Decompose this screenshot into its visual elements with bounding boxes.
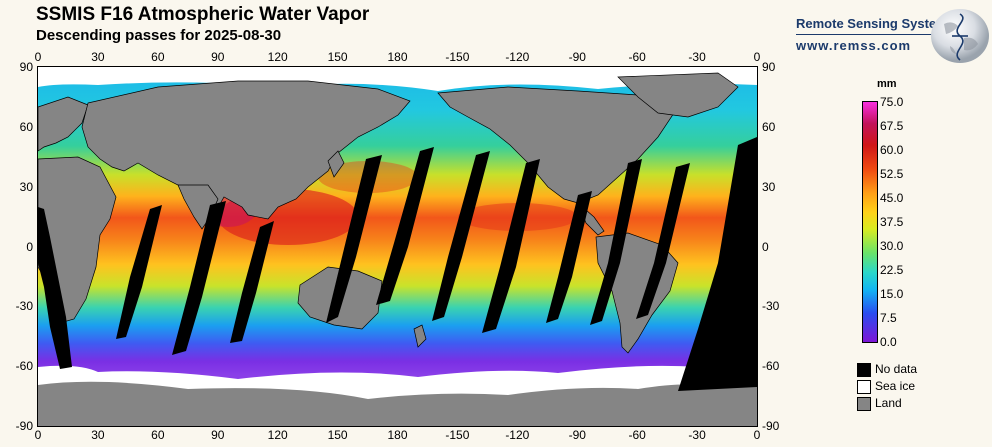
- no-data-swath: [38, 207, 72, 369]
- lat-tick-left: 90: [19, 60, 33, 74]
- lat-tick-left: 60: [19, 119, 33, 134]
- colorbar-tick-label: 67.5: [880, 119, 904, 133]
- new-zealand-land: [413, 324, 427, 348]
- legend-label: Land: [875, 396, 902, 410]
- colorbar-unit: mm: [877, 78, 897, 90]
- no-data-swath: [678, 137, 757, 391]
- colorbar-tick-label: 52.5: [880, 167, 904, 181]
- lon-tick-bottom: 90: [211, 428, 225, 442]
- no-data-swath: [376, 147, 434, 305]
- lat-tick-left: 30: [19, 179, 33, 194]
- lat-tick-right: -30: [762, 299, 780, 314]
- lon-tick-bottom: 60: [151, 428, 165, 442]
- colorbar: [862, 101, 878, 343]
- colorbar-tick-label: 75.0: [880, 95, 904, 109]
- no-data-swath: [230, 221, 274, 343]
- lat-tick-left: -30: [15, 299, 33, 314]
- lon-tick-top: -60: [628, 50, 646, 64]
- lon-tick-bottom: -30: [688, 428, 706, 442]
- lon-tick-top: 180: [387, 50, 408, 64]
- lon-tick-top: -30: [688, 50, 706, 64]
- europe-land: [38, 96, 89, 152]
- no-data-swath: [116, 205, 162, 339]
- lon-tick-bottom: 0: [34, 428, 42, 442]
- legend-swatch: [857, 380, 871, 394]
- lat-tick-right: -60: [762, 359, 780, 374]
- water-vapor-map: [37, 66, 758, 427]
- no-data-swath: [590, 159, 642, 325]
- colorbar-tick-label: 7.5: [880, 311, 897, 325]
- brand-url: www.remss.com: [796, 38, 912, 53]
- globe-icon: [930, 8, 990, 64]
- lon-tick-bottom: -90: [568, 428, 586, 442]
- lon-tick-bottom: -60: [628, 428, 646, 442]
- lat-tick-right: 60: [762, 119, 776, 134]
- lon-tick-top: -150: [445, 50, 470, 64]
- lon-tick-bottom: 120: [267, 428, 288, 442]
- no-data-swath: [326, 155, 382, 323]
- lat-tick-right: 90: [762, 60, 776, 74]
- legend-label: Sea ice: [875, 379, 916, 393]
- lat-tick-right: 30: [762, 179, 776, 194]
- colorbar-tick-label: 22.5: [880, 263, 904, 277]
- lon-tick-bottom: 0: [753, 428, 761, 442]
- colorbar-tick-label: 60.0: [880, 143, 904, 157]
- lat-tick-right: -90: [762, 419, 780, 433]
- lon-tick-bottom: -150: [445, 428, 470, 442]
- lon-tick-bottom: 180: [387, 428, 408, 442]
- map-subtitle: Descending passes for 2025-08-30: [36, 27, 282, 44]
- legend-swatch: [857, 363, 871, 377]
- greenland-land: [617, 72, 739, 118]
- lon-tick-top: -120: [505, 50, 530, 64]
- no-data-swath: [482, 159, 540, 333]
- colorbar-tick-label: 30.0: [880, 239, 904, 253]
- lon-tick-bottom: 150: [327, 428, 348, 442]
- lon-tick-top: 30: [91, 50, 105, 64]
- colorbar-tick-label: 37.5: [880, 215, 904, 229]
- legend-label: No data: [875, 362, 918, 376]
- lon-tick-top: 0: [753, 50, 761, 64]
- no-data-swath: [546, 191, 592, 323]
- brand-name: Remote Sensing Systems: [796, 16, 955, 31]
- antarctica-land: [38, 381, 757, 426]
- lon-tick-top: 150: [327, 50, 348, 64]
- map-title: SSMIS F16 Atmospheric Water Vapor: [36, 4, 370, 25]
- lat-tick-left: -60: [15, 359, 33, 374]
- lon-tick-top: 60: [151, 50, 165, 64]
- colorbar-tick-label: 15.0: [880, 287, 904, 301]
- asia-land: [81, 80, 411, 220]
- lon-tick-top: -90: [568, 50, 586, 64]
- no-data-swath: [432, 151, 490, 321]
- lon-tick-bottom: -120: [505, 428, 530, 442]
- lat-tick-left: 0: [26, 239, 33, 254]
- lon-tick-top: 120: [267, 50, 288, 64]
- legend-swatch: [857, 397, 871, 411]
- no-data-swath: [172, 201, 226, 355]
- colorbar-tick-label: 45.0: [880, 191, 904, 205]
- arctic-sea-ice: [38, 67, 757, 91]
- lon-tick-bottom: 30: [91, 428, 105, 442]
- no-data-swath: [636, 163, 690, 319]
- lon-tick-top: 90: [211, 50, 225, 64]
- japan-land: [327, 150, 345, 178]
- lat-tick-left: -90: [15, 419, 33, 433]
- lon-tick-top: 0: [34, 50, 42, 64]
- brand-divider: [796, 34, 948, 35]
- colorbar-tick-label: 0.0: [880, 335, 897, 349]
- lat-tick-right: 0: [762, 239, 769, 254]
